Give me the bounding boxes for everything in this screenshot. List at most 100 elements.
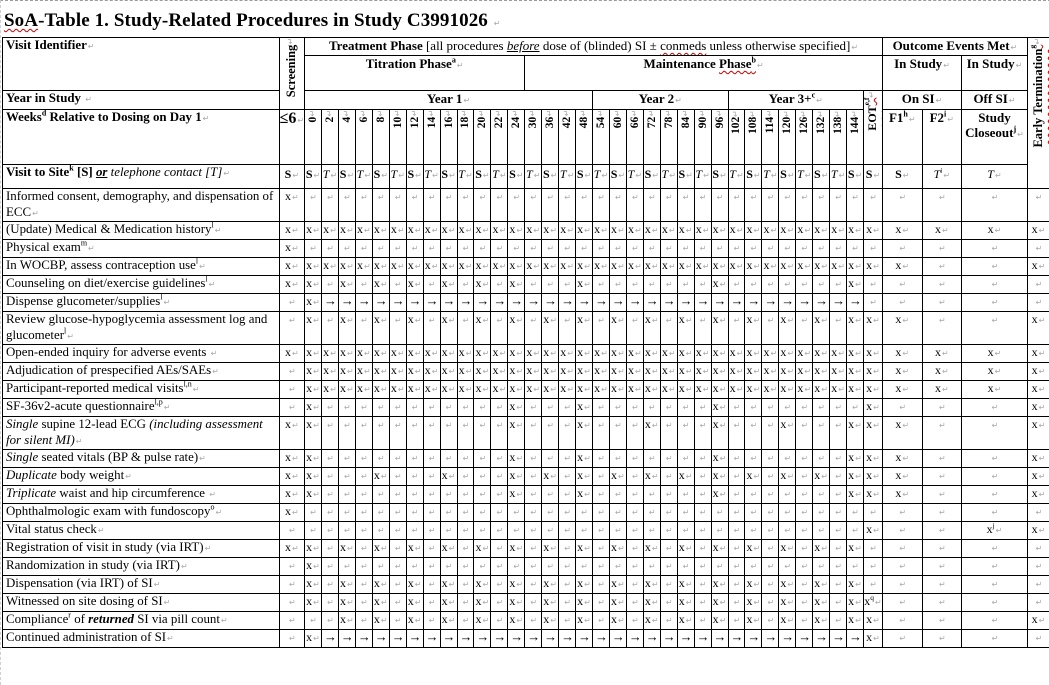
pilcrow-mark: ↵ [1035, 508, 1043, 517]
pilcrow-mark: ↵ [634, 226, 642, 235]
procedure-label: Compliancer of returned SI via pill coun… [3, 612, 280, 630]
pilcrow-mark: ↵ [898, 562, 906, 571]
pilcrow-mark: ↵ [938, 508, 946, 517]
grid-cell: x↵ [576, 312, 593, 345]
pilcrow-mark: ↵ [736, 367, 744, 376]
pilcrow-mark: ↵ [343, 472, 351, 481]
pilcrow-mark: ↵ [938, 580, 946, 589]
pilcrow-mark: ↵ [529, 544, 537, 553]
grid-cell: x↵ [322, 381, 339, 399]
pilcrow-mark: ↵ [465, 349, 473, 358]
grid-cell: x↵ [457, 345, 474, 363]
grid-cell: ↵ [338, 450, 355, 468]
grid-cell: ↵ [322, 522, 339, 540]
pilcrow-mark: ↵ [1035, 298, 1043, 307]
procedure-row: Vital status check↵↵↵↵↵↵↵↵↵↵↵↵↵↵↵↵↵↵↵↵↵↵… [3, 522, 1049, 540]
pilcrow-mark: ↵ [597, 526, 605, 535]
pilcrow-mark: ↵ [495, 616, 503, 625]
pilcrow-mark: ↵ [783, 526, 791, 535]
pilcrow-mark: ↵ [938, 616, 946, 625]
pilcrow-mark: ↵ [597, 544, 605, 553]
grid-cell: ↵ [626, 576, 643, 594]
visit-type-cell: T↵ [830, 165, 847, 189]
continuation-arrow: → [493, 630, 505, 645]
grid-cell: ↵ [626, 399, 643, 417]
grid-cell: → [440, 294, 457, 312]
pilcrow-mark: ↵ [445, 490, 453, 499]
grid-cell: x↵ [847, 417, 864, 450]
pilcrow-mark: ↵ [834, 616, 842, 625]
pilcrow-mark: ↵ [898, 403, 906, 412]
grid-cell: ↵ [813, 558, 830, 576]
grid-cell: ↵ [389, 417, 406, 450]
pilcrow-mark: ↵ [312, 262, 320, 271]
pilcrow-mark: ↵ [326, 244, 334, 253]
pilcrow-mark: ↵ [699, 193, 707, 202]
pilcrow-mark: ↵ [312, 298, 320, 307]
vertical-text: 78↵ [663, 110, 675, 128]
continuation-arrow: → [443, 630, 455, 645]
vertical-text: 2↵ [324, 110, 336, 122]
grid-cell: ↵ [355, 486, 372, 504]
pilcrow-mark: ↵ [787, 171, 795, 180]
pilcrow-mark: ↵ [563, 472, 571, 481]
grid-cell: x↵ [576, 258, 593, 276]
pilcrow-mark: ↵ [908, 115, 916, 124]
grid-cell: x↵ [576, 222, 593, 240]
pilcrow-mark: ↵ [482, 349, 490, 358]
visit-type-cell: S↵ [745, 165, 762, 189]
pilcrow-mark: ↵ [702, 367, 710, 376]
grid-cell: x↵ [576, 468, 593, 486]
in-study-off-header: In Study↵ [962, 56, 1028, 91]
pilcrow-mark: ↵ [994, 171, 1002, 180]
grid-cell: ↵ [796, 399, 813, 417]
grid-cell: ↵ [491, 276, 508, 294]
pilcrow-mark: ↵ [631, 472, 639, 481]
pilcrow-mark: ↵ [731, 110, 741, 117]
pilcrow-mark: ↵ [583, 403, 591, 412]
pilcrow-mark: ↵ [546, 562, 554, 571]
grid-cell: x↵ [660, 345, 677, 363]
pilcrow-mark: ↵ [631, 403, 639, 412]
pilcrow-mark: ↵ [869, 562, 877, 571]
pilcrow-mark: ↵ [736, 171, 744, 180]
pilcrow-mark: ↵ [479, 421, 487, 430]
pilcrow-mark: ↵ [482, 367, 490, 376]
pilcrow-mark: ↵ [549, 367, 557, 376]
grid-cell: ↵ [882, 594, 922, 612]
pilcrow-mark: ↵ [411, 472, 419, 481]
pilcrow-mark: ↵ [411, 562, 419, 571]
continuation-arrow: → [629, 630, 641, 645]
grid-cell: ↵ [813, 417, 830, 450]
procedure-row: Adjudication of prespecified AEs/SAEs↵↵x… [3, 363, 1049, 381]
soa-table: Visit Identifier↵Screening↵Treatment Pha… [2, 37, 1049, 648]
grid-cell: x↵ [609, 363, 626, 381]
pilcrow-mark: ↵ [291, 472, 299, 481]
pilcrow-mark: ↵ [326, 508, 334, 517]
grid-cell: ↵ [525, 417, 542, 450]
pilcrow-mark: ↵ [394, 616, 402, 625]
grid-cell: ↵ [1027, 189, 1049, 222]
grid-cell: ↵ [423, 399, 440, 417]
grid-cell: x↵ [406, 345, 423, 363]
pilcrow-mark: ↵ [766, 454, 774, 463]
grid-cell: → [694, 294, 711, 312]
grid-cell: ↵ [576, 504, 593, 522]
pilcrow-mark: ↵ [482, 171, 490, 180]
pilcrow-mark: ↵ [855, 171, 863, 180]
grid-cell: ↵ [962, 558, 1028, 576]
grid-cell: ↵ [474, 189, 491, 222]
vertical-text: 4↵ [341, 110, 353, 122]
grid-cell: ↵ [423, 522, 440, 540]
grid-cell: x↵ [508, 417, 525, 450]
pilcrow-mark: ↵ [411, 526, 419, 535]
vertical-text: 72↵ [646, 110, 658, 128]
procedure-label: Open-ended inquiry for adverse events ↵ [3, 345, 280, 363]
grid-cell: x↵ [711, 345, 728, 363]
pilcrow-mark: ↵ [288, 298, 296, 307]
grid-cell: → [457, 630, 474, 648]
pilcrow-mark: ↵ [360, 472, 368, 481]
grid-cell: xq↵ [864, 594, 883, 612]
visit-type-cell: T↵ [559, 165, 576, 189]
pilcrow-mark: ↵ [326, 403, 334, 412]
